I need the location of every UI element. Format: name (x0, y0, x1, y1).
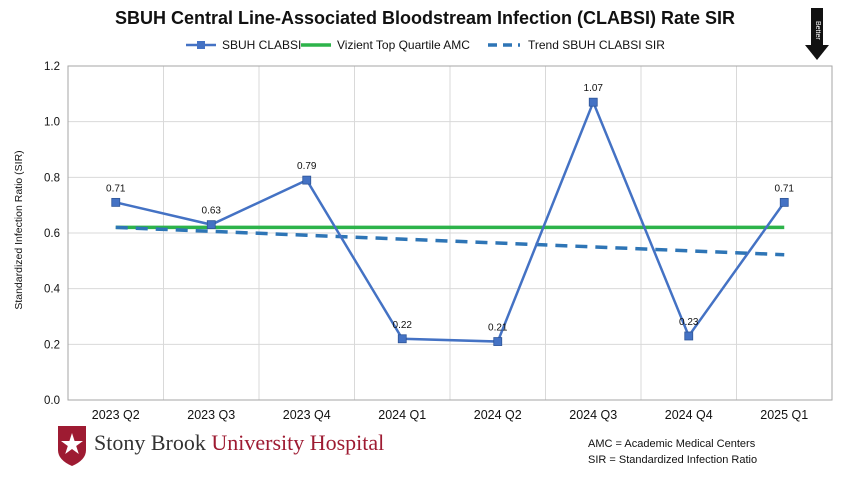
data-point-sbuh (588, 97, 598, 107)
legend-label-trend: Trend SBUH CLABSI SIR (528, 38, 665, 52)
data-point-sbuh (684, 331, 694, 341)
y-tick-label: 1.0 (44, 117, 60, 129)
x-tick-label: 2023 Q3 (187, 408, 235, 422)
x-tick-label: 2024 Q1 (378, 408, 426, 422)
x-tick-label: 2023 Q2 (92, 408, 140, 422)
legend-label-vizient: Vizient Top Quartile AMC (337, 38, 470, 52)
better-label: Better (814, 20, 821, 40)
series-line-sbuh (115, 98, 786, 343)
hospital-name-part1: Stony Brook (94, 430, 212, 455)
x-tick-label: 2024 Q2 (474, 408, 522, 422)
data-label-sbuh: 0.79 (297, 161, 317, 172)
data-label-sbuh: 1.07 (584, 83, 604, 94)
stony-brook-logo-icon (58, 426, 86, 466)
y-tick-label: 0.6 (44, 228, 60, 240)
y-tick-label: 0.0 (44, 395, 60, 407)
data-point-sbuh (111, 197, 121, 207)
data-label-sbuh: 0.71 (106, 183, 126, 194)
chart-title: SBUH Central Line-Associated Bloodstream… (114, 8, 736, 28)
data-point-sbuh (493, 337, 503, 346)
y-tick-label: 0.2 (44, 339, 60, 351)
y-tick-label: 0.4 (44, 284, 61, 296)
data-label-sbuh: 0.63 (202, 206, 222, 217)
hospital-name: Stony Brook University Hospital (94, 430, 384, 456)
data-point-sbuh (302, 175, 312, 185)
y-tick-label: 1.2 (44, 61, 60, 73)
y-tick-label: 0.8 (44, 172, 60, 184)
hospital-name-part2: University Hospital (211, 430, 385, 455)
data-point-sbuh (779, 197, 789, 207)
plot-border (67, 65, 833, 401)
data-label-sbuh: 0.21 (488, 323, 508, 334)
footnotes: AMC = Academic Medical Centers SIR = Sta… (588, 436, 757, 468)
better-down-arrow-icon (805, 8, 829, 60)
data-point-sbuh (206, 220, 216, 230)
x-tick-label: 2024 Q4 (665, 408, 713, 422)
note-sir: SIR = Standardized Infection Ratio (588, 454, 758, 466)
legend-label-sbuh: SBUH CLABSI (222, 38, 301, 52)
data-label-sbuh: 0.23 (679, 317, 699, 328)
legend-marker-sbuh (197, 41, 205, 49)
series-line-trend (115, 225, 785, 257)
x-tick-label: 2024 Q3 (569, 408, 617, 422)
data-label-sbuh: 0.71 (775, 183, 795, 194)
x-tick-label: 2023 Q4 (283, 408, 331, 422)
data-point-sbuh (397, 334, 407, 344)
x-tick-label: 2025 Q1 (760, 408, 808, 422)
note-amc: AMC = Academic Medical Centers (588, 438, 756, 450)
data-label-sbuh: 0.22 (393, 320, 413, 331)
